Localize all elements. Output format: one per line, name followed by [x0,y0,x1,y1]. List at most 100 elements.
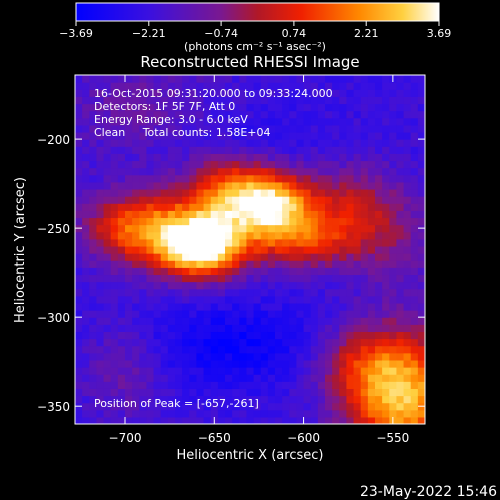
heatmap-cell [310,174,319,183]
heatmap-cell [125,310,133,318]
heatmap-cell [296,89,305,97]
heatmap-cell [396,388,405,397]
heatmap-cell [375,288,383,297]
heatmap-cell [367,196,376,204]
heatmap-cell [403,103,412,112]
heatmap-cell [232,388,240,397]
heatmap-cell [396,367,405,375]
heatmap-cell [353,75,362,83]
heatmap-cell [132,167,140,176]
heatmap-cell [389,245,398,254]
heatmap-cell [389,210,398,219]
heatmap-cell [239,409,248,418]
heatmap-cell [125,352,133,361]
heatmap-cell [417,174,425,183]
heatmap-cell [239,359,248,368]
heatmap-cell [396,245,405,254]
heatmap-cell [296,210,305,219]
heatmap-cell [203,245,212,254]
heatmap-cell [246,188,255,197]
heatmap-cell [253,75,262,83]
heatmap-cell [296,331,305,340]
heatmap-cell [217,288,226,297]
heatmap-cell [382,367,390,375]
heatmap-cell [332,146,340,154]
heatmap-cell [417,110,425,119]
heatmap-cell [396,89,405,97]
heatmap-cell [282,224,290,233]
heatmap-cell [217,395,226,404]
heatmap-cell [417,295,425,304]
heatmap-cell [275,217,283,226]
heatmap-cell [296,124,305,133]
heatmap-cell [153,203,162,211]
heatmap-cell [239,288,248,297]
heatmap-cell [232,253,240,261]
heatmap-cell [317,402,326,411]
heatmap-cell [217,281,226,290]
heatmap-cell [346,253,355,261]
heatmap-cell [332,302,340,311]
heatmap-cell [75,217,83,226]
heatmap-cell [75,395,83,404]
heatmap-cell [317,238,326,247]
heatmap-cell [325,124,333,133]
heatmap-cell [360,288,369,297]
heatmap-cell [382,139,390,147]
heatmap-cell [339,96,348,105]
heatmap-cell [203,352,212,361]
heatmap-cell [346,217,355,226]
heatmap-cell [396,416,405,424]
heatmap-cell [146,260,155,268]
heatmap-cell [203,160,212,169]
heatmap-cell [139,231,148,240]
heatmap-cell [189,274,198,283]
heatmap-cell [132,416,140,424]
heatmap-cell [289,374,298,382]
heatmap-cell [375,110,383,119]
heatmap-cell [82,274,90,283]
heatmap-cell [396,381,405,389]
heatmap-cell [403,260,412,268]
heatmap-cell [110,274,119,283]
heatmap-cell [246,388,255,397]
heatmap-cell [403,139,412,147]
heatmap-cell [253,331,262,340]
heatmap-cell [346,310,355,318]
heatmap-cell [189,131,198,140]
heatmap-cell [396,146,405,154]
heatmap-cell [117,217,126,226]
heatmap-cell [239,103,248,112]
heatmap-cell [332,267,340,276]
heatmap-cell [110,416,119,424]
heatmap-cell [82,288,90,297]
heatmap-cell [239,174,248,183]
heatmap-cell [146,281,155,290]
heatmap-cell [346,409,355,418]
x-tick-label: −600 [287,431,320,445]
heatmap-cell [160,75,169,83]
heatmap-cell [217,245,226,254]
heatmap-cell [167,260,176,268]
heatmap-cell [153,317,162,325]
heatmap-cell [139,174,148,183]
heatmap-cell [353,267,362,276]
heatmap-cell [339,131,348,140]
heatmap-cell [239,274,248,283]
heatmap-cell [289,402,298,411]
heatmap-cell [139,281,148,290]
heatmap-cell [210,338,219,347]
heatmap-cell [367,89,376,97]
heatmap-cell [339,124,348,133]
heatmap-cell [96,317,105,325]
heatmap-cell [89,110,98,119]
heatmap-cell [289,146,298,154]
heatmap-cell [382,374,390,382]
heatmap-cell [232,110,240,119]
heatmap-cell [382,217,390,226]
heatmap-cell [210,160,219,169]
heatmap-cell [103,124,112,133]
heatmap-cell [160,416,169,424]
heatmap-cell [89,231,98,240]
heatmap-cell [253,203,262,211]
